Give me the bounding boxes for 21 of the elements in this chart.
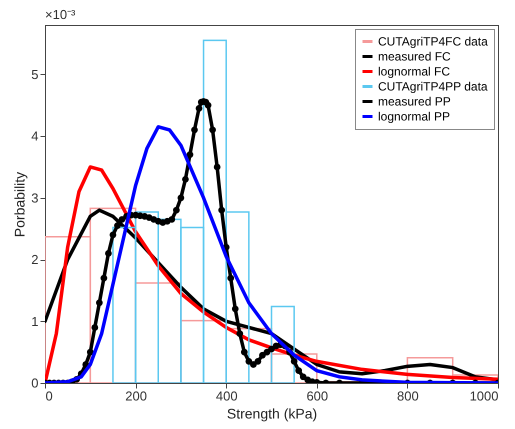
- text: ×10⁻³: [45, 7, 76, 22]
- x-tick-label: 400: [216, 388, 238, 404]
- legend-label: lognormal PP: [378, 110, 450, 124]
- x-axis-title: Strength (kPa): [226, 406, 318, 422]
- y-tick-label: 1: [31, 314, 38, 329]
- y-tick-label: 2: [31, 252, 38, 268]
- legend-label: lognormal FC: [378, 64, 450, 78]
- y-tick-label: 5: [31, 66, 38, 82]
- y-axis-title: Porbability: [11, 172, 28, 238]
- y-tick-label: 4: [31, 128, 38, 144]
- legend-label: CUTAgriTP4PP data: [378, 80, 488, 94]
- y-tick-label: 3: [31, 190, 38, 206]
- x-tick-label: 800: [397, 388, 419, 404]
- x-tick-label: 600: [306, 388, 328, 404]
- legend-label: measured PP: [378, 94, 451, 108]
- x-tick-label: 0: [46, 388, 53, 404]
- x-tick-label: 200: [125, 388, 147, 404]
- y-tick-label: 0: [31, 376, 38, 390]
- legend-label: CUTAgriTP4FC data: [378, 34, 488, 48]
- legend-label: measured FC: [378, 50, 452, 64]
- x-tick-label: 1000: [470, 388, 498, 404]
